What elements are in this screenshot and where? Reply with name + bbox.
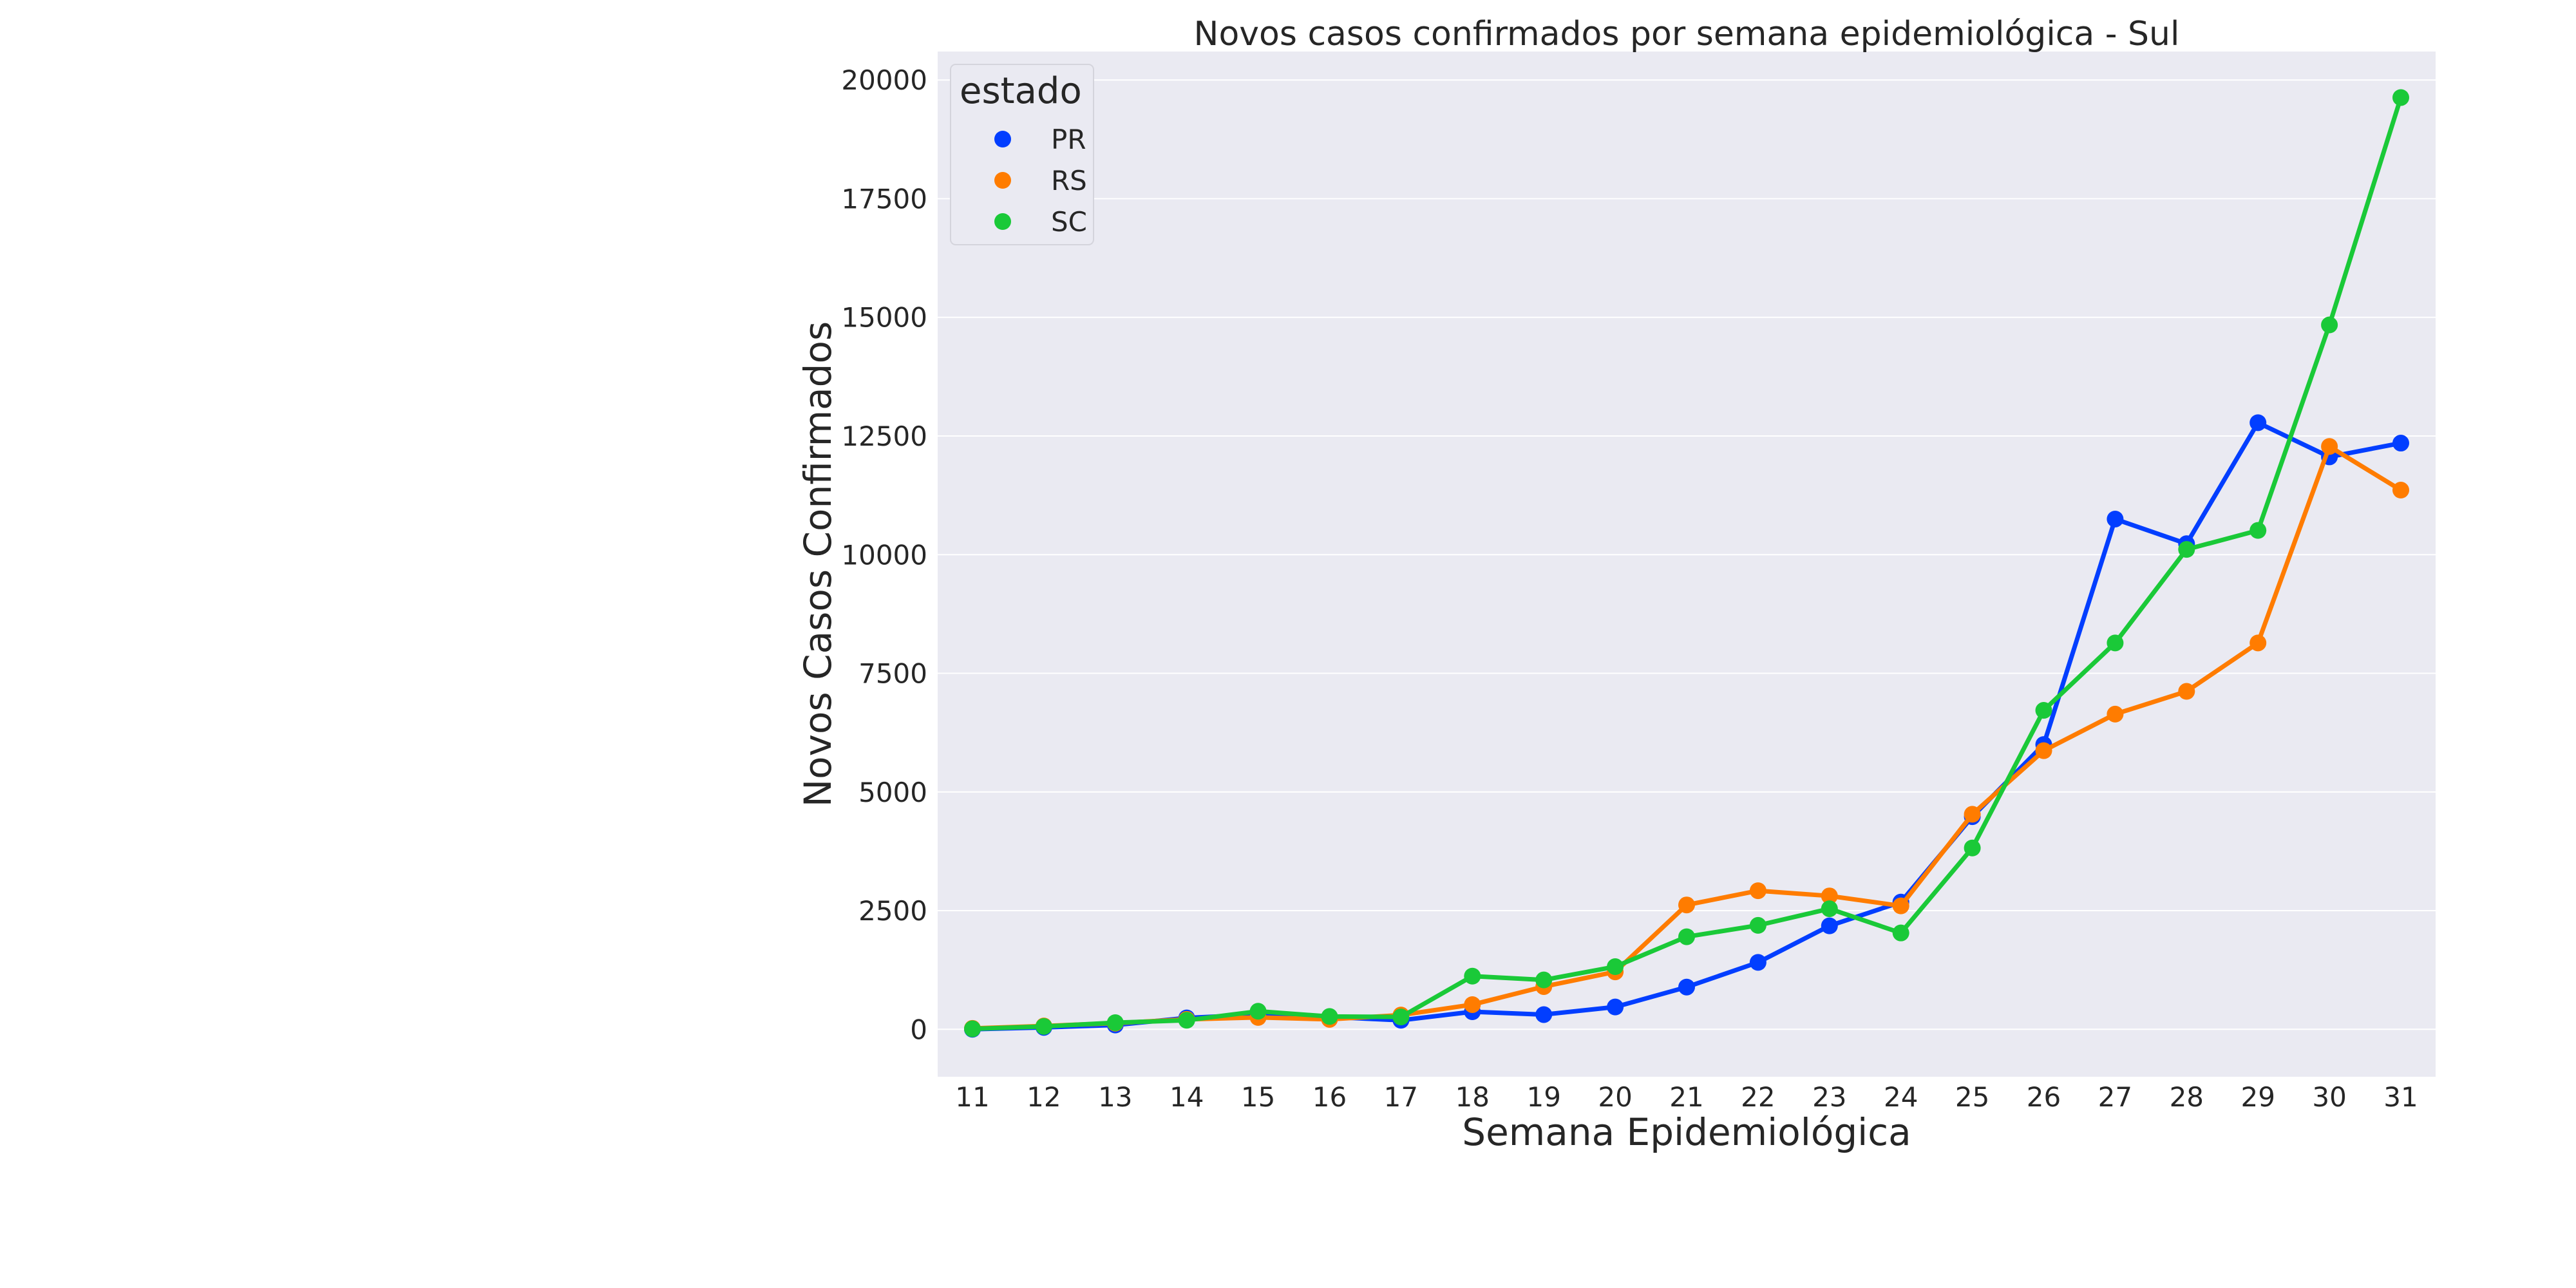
x-tick-label: 27 [2098,1081,2132,1113]
x-tick-label: 15 [1241,1081,1275,1113]
x-tick-label: 30 [2312,1081,2346,1113]
data-point [1535,971,1553,989]
x-tick-label: 23 [1812,1081,1846,1113]
data-point [1678,978,1695,996]
y-tick-label: 5000 [858,777,927,808]
data-point [2035,742,2052,759]
legend: estado PR RS SC [950,64,1094,245]
y-tick-labels: 0 2500 5000 7500 10000 12500 15000 17500 20000 [841,64,927,1045]
y-tick-label: 12500 [841,421,927,452]
legend-items: PR RS SC [994,124,1087,238]
data-point [1821,900,1838,918]
data-point [1321,1008,1338,1025]
y-tick-label: 15000 [841,302,927,334]
data-point [964,1020,981,1037]
data-point [1249,1003,1267,1020]
data-point [1607,998,1624,1016]
legend-title: estado [960,70,1082,112]
data-point [1821,887,1838,905]
plot-background [938,52,2436,1077]
data-point [1035,1018,1052,1035]
legend-frame [950,64,1094,245]
x-tick-label: 28 [2170,1081,2204,1113]
data-point [1749,954,1766,971]
x-tick-label: 16 [1312,1081,1347,1113]
y-tick-label: 17500 [841,183,927,214]
x-tick-label: 11 [955,1081,989,1113]
data-point [2249,414,2267,431]
data-point [1535,1006,1553,1023]
legend-marker [994,213,1011,230]
y-tick-label: 0 [910,1014,927,1045]
x-tick-label: 19 [1526,1081,1560,1113]
data-point [1964,806,1981,823]
legend-label: PR [1051,124,1086,155]
data-point [1749,882,1766,900]
data-point [2321,316,2338,334]
chart-title: Novos casos confirmados por semana epide… [1194,15,2180,53]
data-point [1749,916,1766,934]
x-tick-label: 13 [1098,1081,1132,1113]
y-axis-label: Novos Casos Confirmados [796,321,840,807]
legend-label: RS [1051,165,1087,196]
data-point [2392,482,2409,499]
x-tick-label: 31 [2383,1081,2418,1113]
x-tick-label: 29 [2240,1081,2275,1113]
data-point [2249,634,2267,652]
data-point [2035,702,2052,719]
data-point [1821,917,1838,934]
data-point [1106,1014,1124,1031]
x-tick-label: 25 [1955,1081,1989,1113]
series-layer [964,89,2409,1038]
x-tick-label: 18 [1455,1081,1490,1113]
series-sc [964,89,2409,1037]
data-point [1178,1012,1195,1029]
y-tick-label: 20000 [841,64,927,96]
data-point [1892,897,1909,914]
legend-label: SC [1051,206,1087,238]
legend-marker [994,172,1011,189]
y-tick-label: 2500 [858,895,927,927]
data-point [1678,896,1695,914]
data-point [2178,683,2195,700]
data-point [2392,435,2409,452]
data-point [2249,522,2267,539]
x-tick-label: 17 [1384,1081,1418,1113]
legend-marker [994,131,1011,147]
data-point [2321,438,2338,455]
data-point [1392,1009,1410,1026]
x-tick-label: 14 [1170,1081,1204,1113]
x-tick-label: 22 [1741,1081,1775,1113]
gridlines [938,79,2436,1030]
data-point [2178,541,2195,558]
x-tick-label: 12 [1027,1081,1061,1113]
x-tick-label: 24 [1884,1081,1918,1113]
data-point [2107,510,2124,527]
data-point [2107,705,2124,723]
data-point [1464,996,1481,1013]
x-tick-label: 26 [2027,1081,2061,1113]
y-tick-label: 7500 [858,658,927,690]
x-axis-label: Semana Epidemiológica [1462,1110,1911,1154]
data-point [1607,958,1624,976]
data-point [2107,634,2124,652]
data-point [1678,928,1695,945]
x-tick-labels: 11 12 13 14 15 16 17 18 19 20 21 22 23 24 25 26 27 28 29 30… [955,1081,2418,1113]
data-point [1964,839,1981,857]
x-tick-label: 20 [1598,1081,1632,1113]
y-tick-label: 10000 [841,539,927,571]
data-point [1892,924,1909,942]
x-tick-label: 21 [1669,1081,1703,1113]
data-point [2392,89,2409,106]
data-point [1464,967,1481,985]
